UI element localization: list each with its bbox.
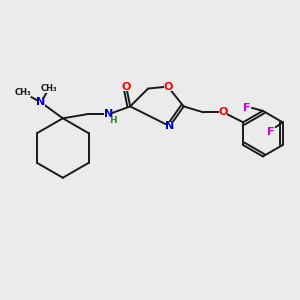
Text: CH₃: CH₃ [15, 88, 31, 97]
Text: O: O [163, 82, 172, 92]
FancyBboxPatch shape [104, 110, 112, 118]
FancyBboxPatch shape [37, 98, 45, 106]
FancyBboxPatch shape [41, 85, 57, 92]
Text: F: F [243, 103, 251, 113]
Text: O: O [122, 82, 131, 92]
Text: N: N [165, 121, 174, 131]
FancyBboxPatch shape [122, 82, 130, 91]
Text: F: F [267, 127, 274, 137]
Text: N: N [36, 98, 46, 107]
Text: N: N [104, 109, 113, 119]
FancyBboxPatch shape [166, 122, 174, 130]
FancyBboxPatch shape [164, 82, 172, 91]
Text: O: O [219, 107, 228, 117]
FancyBboxPatch shape [267, 128, 275, 136]
Text: H: H [110, 116, 117, 125]
FancyBboxPatch shape [15, 88, 31, 97]
Text: CH₃: CH₃ [40, 84, 57, 93]
FancyBboxPatch shape [243, 104, 251, 112]
FancyBboxPatch shape [219, 108, 227, 116]
